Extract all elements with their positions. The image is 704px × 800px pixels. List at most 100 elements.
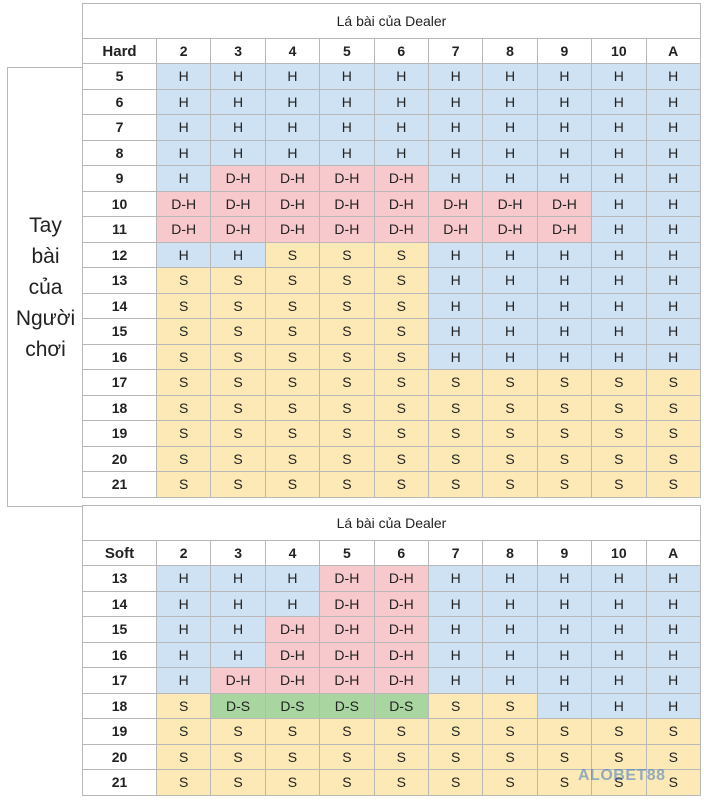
- player-total: 20: [82, 743, 157, 770]
- action-cell: D-H: [373, 667, 429, 694]
- dealer-card-header: A: [645, 540, 701, 566]
- action-cell: H: [536, 590, 593, 617]
- hand-type-label: Soft: [82, 540, 157, 566]
- action-cell: H: [155, 114, 212, 141]
- action-cell: H: [427, 590, 484, 617]
- action-cell: S: [482, 394, 538, 421]
- action-cell: H: [645, 343, 701, 370]
- table-row: 12 H H S S S H H H H H: [82, 241, 701, 268]
- action-cell: D-H: [319, 616, 375, 643]
- action-cell: H: [536, 641, 593, 668]
- action-cell: H: [427, 565, 484, 592]
- player-total: 8: [82, 139, 157, 166]
- action-cell: H: [536, 692, 593, 719]
- action-cell: D-H: [373, 165, 429, 192]
- action-cell: H: [591, 241, 647, 268]
- table-row: 18 S S S S S S S S S S: [82, 394, 701, 421]
- action-cell: S: [482, 369, 538, 396]
- action-cell: H: [482, 343, 538, 370]
- action-cell: S: [264, 267, 321, 294]
- side-label-line: của: [28, 275, 63, 299]
- action-cell: S: [155, 318, 212, 345]
- side-label-line: Người: [15, 306, 76, 330]
- action-cell: D-H: [427, 190, 484, 217]
- dealer-card-header: 9: [536, 38, 593, 64]
- action-cell: H: [427, 641, 484, 668]
- action-cell: S: [482, 743, 538, 770]
- action-cell: H: [482, 63, 538, 90]
- action-cell: H: [210, 616, 266, 643]
- action-cell: S: [155, 718, 212, 745]
- action-cell: H: [482, 616, 538, 643]
- action-cell: S: [373, 471, 429, 498]
- action-cell: S: [264, 394, 321, 421]
- action-cell: S: [427, 718, 484, 745]
- action-cell: S: [319, 343, 375, 370]
- action-cell: S: [482, 718, 538, 745]
- action-cell: S: [536, 769, 593, 796]
- player-total: 10: [82, 190, 157, 217]
- action-cell: H: [645, 616, 701, 643]
- action-cell: H: [155, 241, 212, 268]
- action-cell: H: [536, 565, 593, 592]
- player-total: 14: [82, 590, 157, 617]
- action-cell: D-H: [373, 190, 429, 217]
- action-cell: S: [427, 369, 484, 396]
- action-cell: H: [210, 88, 266, 115]
- action-cell: S: [155, 692, 212, 719]
- action-cell: H: [645, 88, 701, 115]
- action-cell: D-H: [210, 190, 266, 217]
- action-cell: D-H: [427, 216, 484, 243]
- action-cell: H: [645, 190, 701, 217]
- dealer-card-header: 4: [264, 540, 321, 566]
- action-cell: D-H: [319, 590, 375, 617]
- action-cell: S: [264, 769, 321, 796]
- action-cell: H: [319, 114, 375, 141]
- action-cell: D-H: [373, 616, 429, 643]
- action-cell: H: [591, 139, 647, 166]
- action-cell: H: [210, 114, 266, 141]
- action-cell: H: [319, 63, 375, 90]
- action-cell: D-H: [482, 190, 538, 217]
- soft-hand-table: Lá bài của Dealer Soft 2 3 4 5 6 7 8 9 10 A 13 H H H D-H…: [82, 505, 701, 796]
- action-cell: H: [591, 114, 647, 141]
- action-cell: H: [427, 63, 484, 90]
- action-cell: S: [264, 241, 321, 268]
- action-cell: H: [482, 641, 538, 668]
- action-cell: S: [210, 743, 266, 770]
- action-cell: S: [482, 471, 538, 498]
- table-row: 14 H H H D-H D-H H H H H H: [82, 590, 701, 617]
- action-cell: S: [155, 743, 212, 770]
- action-cell: D-H: [264, 165, 321, 192]
- action-cell: H: [482, 667, 538, 694]
- action-cell: H: [155, 641, 212, 668]
- action-cell: D-H: [264, 216, 321, 243]
- action-cell: D-H: [373, 565, 429, 592]
- player-total: 15: [82, 318, 157, 345]
- action-cell: S: [645, 445, 701, 472]
- action-cell: H: [427, 343, 484, 370]
- action-cell: S: [536, 718, 593, 745]
- action-cell: S: [264, 292, 321, 319]
- action-cell: H: [482, 565, 538, 592]
- action-cell: H: [155, 139, 212, 166]
- dealer-card-header: 7: [427, 540, 484, 566]
- action-cell: H: [319, 88, 375, 115]
- action-cell: S: [155, 292, 212, 319]
- player-total: 12: [82, 241, 157, 268]
- action-cell: H: [645, 292, 701, 319]
- action-cell: D-H: [373, 590, 429, 617]
- action-cell: S: [482, 692, 538, 719]
- action-cell: D-H: [264, 190, 321, 217]
- action-cell: S: [373, 769, 429, 796]
- table-row: 19 S S S S S S S S S S: [82, 420, 701, 447]
- action-cell: H: [427, 139, 484, 166]
- action-cell: H: [536, 88, 593, 115]
- player-total: 21: [82, 471, 157, 498]
- action-cell: S: [264, 318, 321, 345]
- action-cell: H: [155, 63, 212, 90]
- action-cell: H: [645, 667, 701, 694]
- action-cell: H: [210, 139, 266, 166]
- action-cell: D-H: [536, 216, 593, 243]
- action-cell: S: [210, 471, 266, 498]
